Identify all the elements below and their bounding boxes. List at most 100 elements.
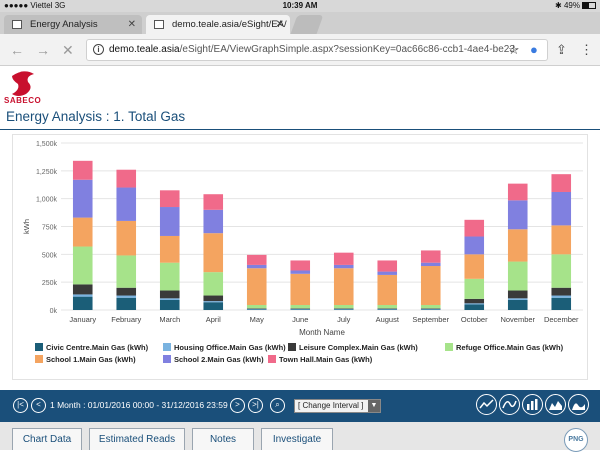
smooth-area-chart-icon	[572, 403, 585, 410]
new-tab-button[interactable]	[290, 15, 324, 34]
x-tick-label: August	[376, 315, 400, 324]
line-chart-button[interactable]	[476, 394, 497, 415]
next-period-button[interactable]: >	[230, 398, 245, 413]
legend-swatch	[163, 343, 171, 351]
png-export-button[interactable]: PNG	[564, 428, 588, 452]
last-period-button[interactable]: >|	[248, 398, 263, 413]
battery-icon	[582, 2, 596, 9]
bar-segment	[290, 273, 311, 305]
more-menu-icon[interactable]: ⋮	[580, 42, 593, 57]
bar-segment	[551, 287, 572, 296]
tab-investigate[interactable]: Investigate	[261, 428, 333, 450]
page-icon	[12, 20, 22, 29]
x-tick-label: March	[159, 315, 180, 324]
bar-segment	[290, 260, 311, 271]
url-path: /eSight/EA/ViewGraphSimple.aspx?sessionK…	[179, 44, 519, 55]
tab-energy-analysis[interactable]: Energy Analysis ✕	[4, 15, 142, 34]
bar-segment	[333, 309, 354, 310]
first-period-button[interactable]: |<	[13, 398, 28, 413]
forward-arrow-icon[interactable]: →	[36, 42, 50, 58]
bar-segment	[551, 297, 572, 310]
bar-segment	[464, 303, 485, 305]
change-interval-label: [ Change Interval ]	[298, 401, 364, 410]
bar-segment	[159, 235, 180, 263]
info-icon[interactable]: i	[93, 44, 104, 55]
bar-chart-icon	[527, 399, 538, 410]
bar-segment	[290, 308, 311, 310]
bar-segment	[246, 304, 267, 309]
browser-toolbar: ← → ✕ i demo.teale.asia/eSight/EA/ViewGr…	[0, 34, 600, 66]
reload-icon[interactable]: ✕	[62, 42, 74, 58]
bar-segment	[551, 254, 572, 288]
share-icon[interactable]: ⇪	[556, 42, 567, 57]
bar-segment	[72, 284, 93, 295]
bar-segment	[246, 264, 267, 269]
x-tick-label: June	[292, 315, 308, 324]
close-tab-icon[interactable]: ✕	[275, 19, 284, 30]
bar-segment	[464, 219, 485, 237]
legend-entry: Housing Office.Main Gas (kWh)	[174, 343, 286, 352]
bar-segment	[377, 271, 398, 275]
curve-chart-button[interactable]	[499, 394, 520, 415]
bar-segment	[507, 290, 528, 299]
clock: 10:39 AM	[282, 1, 318, 10]
bar-segment	[203, 295, 224, 302]
bar-segment	[159, 207, 180, 236]
bar-segment	[116, 220, 137, 256]
bar-segment	[203, 272, 224, 296]
bar-segment	[507, 299, 528, 310]
bar-segment	[116, 297, 137, 310]
bottom-tab-bar: Chart Data Estimated Reads Notes Investi…	[0, 422, 600, 452]
tab-current-page[interactable]: demo.teale.asia/eSight/EA/ ✕	[146, 15, 290, 34]
bar-segment	[333, 308, 354, 309]
tab-estimated-reads[interactable]: Estimated Reads	[89, 428, 185, 450]
legend-entry: School 1.Main Gas (kWh)	[46, 355, 136, 364]
bar-segment	[246, 308, 267, 309]
y-tick-label: 500k	[42, 252, 58, 259]
legend-swatch	[445, 343, 453, 351]
battery-percent: 49%	[563, 1, 580, 10]
bar-segment	[246, 268, 267, 305]
legend-swatch	[163, 355, 171, 363]
legend-swatch	[288, 343, 296, 351]
bookmark-star-icon[interactable]: ☆	[508, 42, 520, 57]
bar-segment	[159, 299, 180, 310]
x-tick-label: February	[111, 315, 141, 324]
bar-segment	[420, 266, 441, 305]
previous-period-button[interactable]: <	[31, 398, 46, 413]
zoom-icon[interactable]: ⌕	[270, 398, 285, 413]
back-arrow-icon[interactable]: ←	[10, 42, 24, 58]
bar-chart-button[interactable]	[522, 394, 543, 415]
area-chart-button[interactable]	[545, 394, 566, 415]
legend-swatch	[35, 355, 43, 363]
url-field[interactable]: i demo.teale.asia/eSight/EA/ViewGraphSim…	[86, 39, 548, 61]
bar-segment	[377, 308, 398, 310]
change-interval-select[interactable]: [ Change Interval ] ▼	[294, 399, 381, 413]
battery-status: ✱ 49%	[555, 1, 596, 10]
logo-text: SABECO	[4, 96, 42, 105]
bar-segment	[159, 298, 180, 300]
smooth-area-chart-button[interactable]	[568, 394, 589, 415]
bar-segment	[420, 308, 441, 309]
line-chart-icon	[479, 399, 494, 409]
page-title: Energy Analysis : 1. Total Gas	[6, 109, 186, 124]
close-tab-icon[interactable]: ✕	[127, 19, 136, 30]
y-tick-label: 750k	[42, 225, 58, 232]
bar-segment	[159, 262, 180, 291]
bar-segment	[507, 200, 528, 230]
bar-segment	[203, 301, 224, 303]
bar-segment	[116, 295, 137, 298]
legend-entry: Leisure Complex.Main Gas (kWh)	[299, 343, 418, 352]
bar-segment	[333, 304, 354, 309]
bar-segment	[420, 262, 441, 267]
bluetooth-icon: ✱	[555, 1, 562, 10]
tab-chart-data[interactable]: Chart Data	[12, 428, 82, 450]
tab-notes[interactable]: Notes	[192, 428, 254, 450]
page-icon	[154, 20, 164, 29]
bar-segment	[333, 264, 354, 269]
bar-segment	[377, 274, 398, 305]
y-tick-label: 1,250k	[36, 169, 58, 176]
stacked-bar-chart: 0k 250k 500k 750k 1,000k 1,250k 1,500k kWh Janua…	[22, 141, 583, 364]
microphone-icon[interactable]: ●	[530, 42, 538, 57]
bar-segment	[246, 254, 267, 265]
